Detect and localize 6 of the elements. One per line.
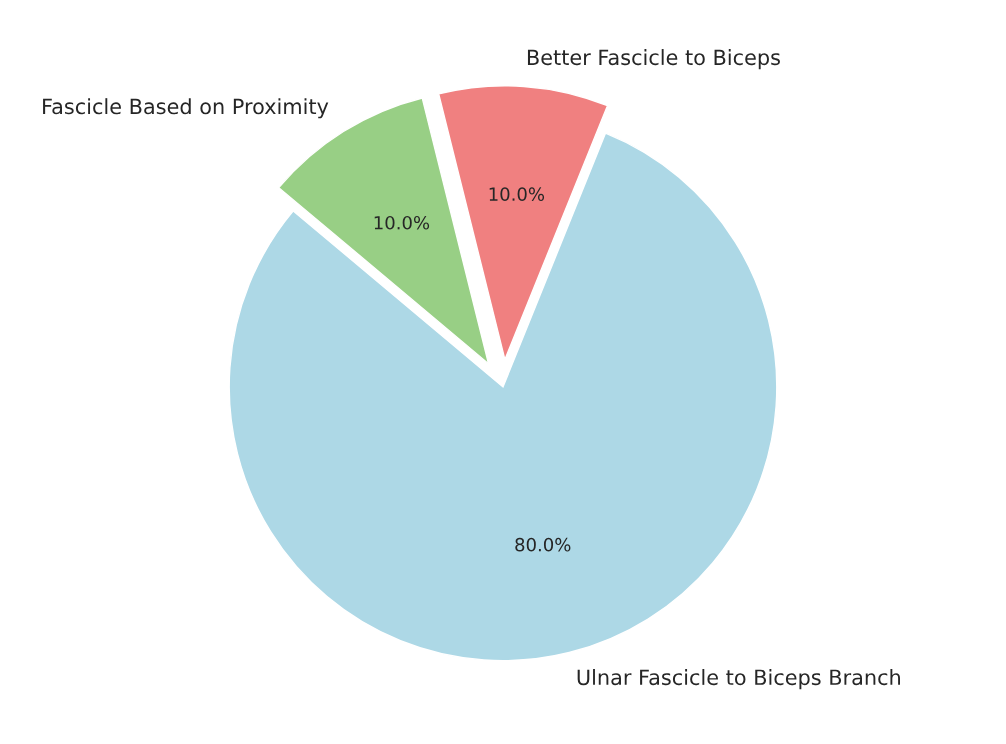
- data-label: 10.0%: [489, 187, 545, 201]
- slice-label: Better Fascicle to Biceps: [527, 49, 780, 70]
- data-label: 10.0%: [374, 215, 430, 230]
- slice-label: Fascicle Based on Proximity: [43, 98, 329, 119]
- slice-label: Ulnar Fascicle to Biceps Branch: [577, 669, 900, 690]
- data-label: 80.0%: [515, 537, 571, 552]
